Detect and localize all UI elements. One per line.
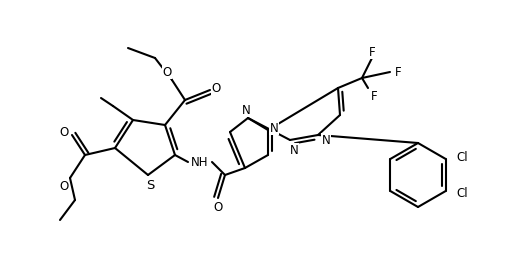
Text: F: F [369,46,375,58]
Text: N: N [290,143,299,157]
Text: O: O [214,200,222,214]
Text: Cl: Cl [456,187,467,200]
Text: S: S [146,178,154,192]
Text: O: O [212,81,220,95]
Text: F: F [370,90,377,103]
Text: O: O [163,66,171,78]
Text: N: N [270,121,278,135]
Text: O: O [59,180,69,192]
Text: N: N [242,103,251,116]
Text: F: F [395,66,401,78]
Text: N: N [321,133,330,147]
Text: O: O [59,125,69,138]
Text: NH: NH [191,155,209,168]
Text: Cl: Cl [456,150,467,163]
